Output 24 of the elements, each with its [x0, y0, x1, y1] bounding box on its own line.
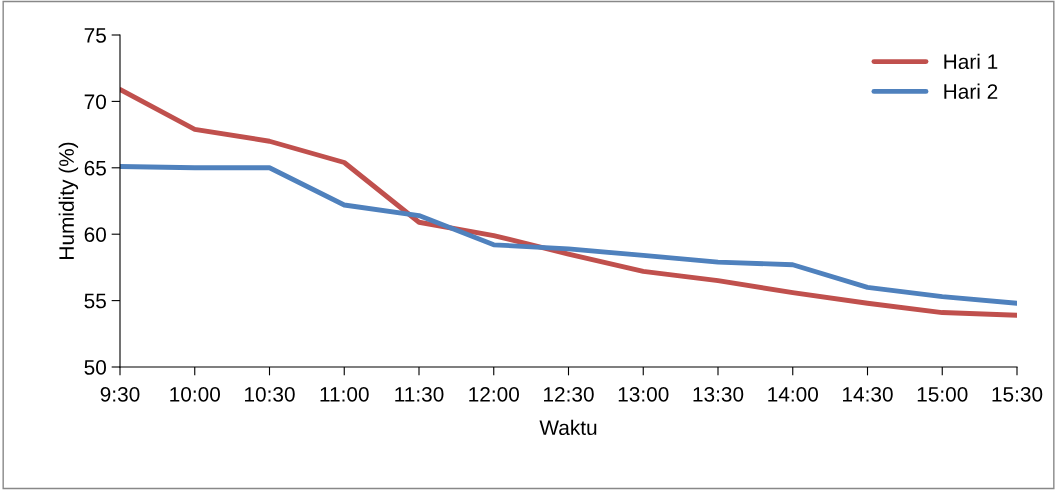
y-tick-label: 60 [84, 227, 106, 242]
x-tick-label: 15:30 [992, 386, 1043, 402]
y-tick-label: 65 [84, 160, 106, 176]
x-tick-label: 12:30 [544, 386, 594, 402]
x-tick-label: 15:00 [917, 386, 968, 402]
x-axis-title: Waktu [539, 419, 597, 436]
x-tick-label: 11:00 [320, 386, 369, 402]
x-tick-label: 12:00 [469, 386, 519, 402]
x-tick-label: 14:00 [768, 386, 818, 402]
y-axis-title: Humidity (%) [58, 142, 79, 259]
x-tick-label: 9:30 [100, 386, 140, 402]
legend-label: Hari 1 [944, 53, 998, 70]
y-tick-label: 55 [84, 293, 106, 309]
x-tick-label: 13:00 [618, 386, 669, 402]
legend-label: Hari 2 [944, 83, 998, 99]
x-tick-label: 14:30 [843, 386, 893, 402]
x-tick-label: 10:30 [245, 386, 295, 402]
y-tick-label: 50 [84, 360, 106, 375]
y-tick-label: 75 [84, 28, 106, 43]
y-tick-label: 70 [84, 94, 106, 110]
x-tick-label: 10:00 [170, 386, 220, 402]
line-series [120, 164, 1017, 306]
x-tick-label: 13:30 [693, 386, 744, 402]
x-tick-label: 11:30 [395, 386, 444, 402]
